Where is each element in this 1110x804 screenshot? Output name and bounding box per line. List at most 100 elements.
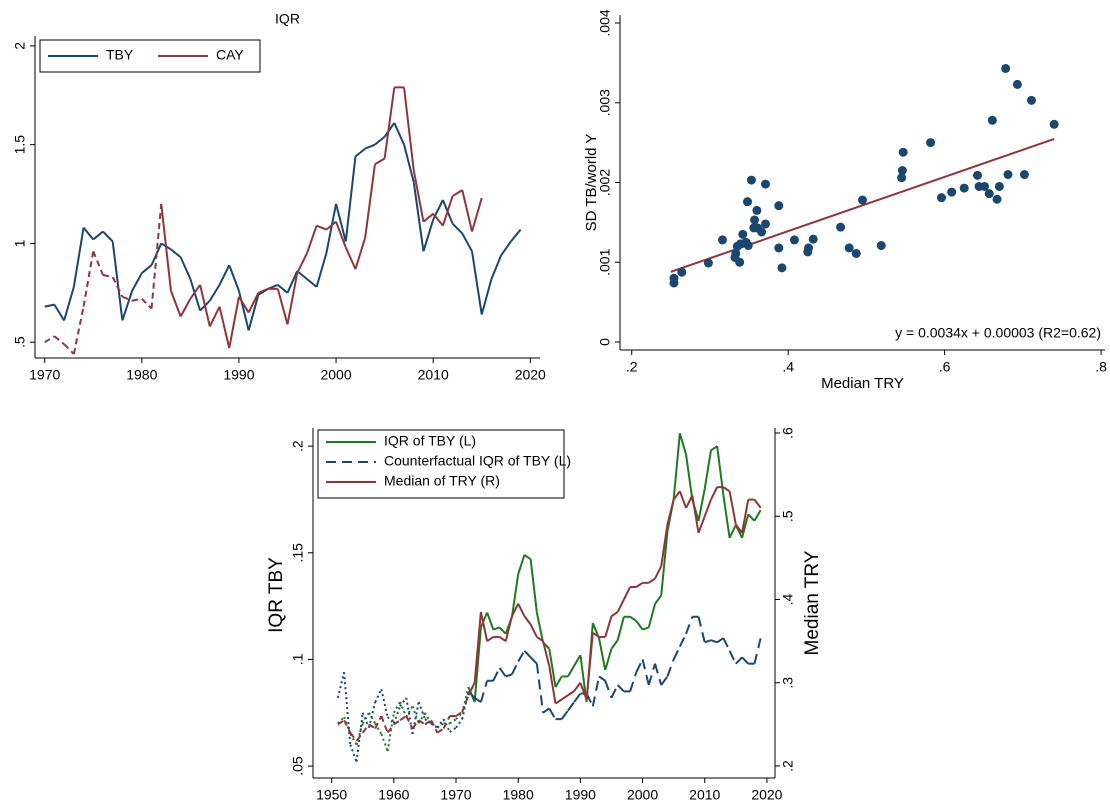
line-segment bbox=[529, 559, 538, 613]
line-segment bbox=[349, 733, 358, 746]
annotation: y = 0.0034x + 0.00003 (R2=0.62) bbox=[895, 325, 1101, 341]
line-segment bbox=[461, 694, 470, 713]
line-segment bbox=[678, 433, 688, 455]
line-segment bbox=[722, 486, 731, 493]
line-segment bbox=[598, 637, 607, 671]
line-segment bbox=[529, 624, 538, 638]
line-segment bbox=[336, 671, 346, 699]
line-segment bbox=[374, 722, 383, 735]
line-segment bbox=[72, 306, 85, 355]
legend-label: Median of TRY (R) bbox=[384, 473, 500, 489]
y-tick-label: 1 bbox=[12, 239, 28, 247]
line-segment bbox=[635, 582, 644, 588]
line-segment bbox=[629, 615, 637, 622]
scatter-point bbox=[926, 138, 936, 148]
line-segment bbox=[102, 274, 113, 278]
x-tick-label: 1990 bbox=[565, 787, 596, 803]
line-segment bbox=[361, 723, 370, 734]
scatter-point bbox=[703, 258, 713, 268]
line-segment bbox=[380, 715, 389, 734]
scatter-point bbox=[898, 147, 908, 157]
scatter-point bbox=[937, 193, 947, 203]
line-segment bbox=[208, 284, 221, 302]
line-segment bbox=[685, 494, 694, 509]
line-segment bbox=[405, 705, 414, 718]
scatter-point bbox=[992, 194, 1002, 204]
line-segment bbox=[554, 698, 563, 705]
scatter-point bbox=[984, 189, 994, 199]
line-segment bbox=[418, 719, 426, 726]
line-segment bbox=[150, 203, 163, 309]
line-segment bbox=[111, 241, 124, 321]
line-segment bbox=[511, 603, 520, 617]
line-segment bbox=[380, 733, 389, 752]
line-segment bbox=[349, 732, 358, 742]
line-segment bbox=[498, 626, 507, 635]
line-segment bbox=[654, 594, 663, 605]
line-segment bbox=[44, 303, 55, 308]
line-segment bbox=[160, 203, 172, 291]
x-tick-label: 1960 bbox=[378, 787, 409, 803]
line-segment bbox=[386, 712, 395, 752]
line-segment bbox=[383, 87, 396, 159]
line-segment bbox=[498, 667, 507, 678]
line-segment bbox=[610, 684, 619, 699]
line-segment bbox=[523, 615, 532, 626]
chart-title: IQR bbox=[275, 11, 300, 27]
line-segment bbox=[111, 276, 124, 298]
line-segment bbox=[697, 515, 706, 534]
scatter-point bbox=[735, 257, 745, 267]
line-segment bbox=[355, 712, 364, 762]
line-segment bbox=[455, 711, 463, 717]
y-tick-label: .001 bbox=[597, 248, 613, 275]
scatter-point bbox=[761, 179, 770, 189]
line-segment bbox=[747, 513, 756, 522]
scatter-point bbox=[972, 170, 982, 180]
scatter-point bbox=[752, 205, 762, 215]
line-segment bbox=[510, 573, 520, 617]
line-segment bbox=[579, 682, 588, 700]
line-segment bbox=[610, 611, 619, 617]
line-segment bbox=[63, 286, 75, 321]
y-tick-label: .1 bbox=[290, 653, 306, 665]
line-segment bbox=[238, 296, 250, 314]
line-segment bbox=[722, 637, 731, 652]
line-segment bbox=[480, 278, 493, 315]
scatter-point bbox=[750, 215, 760, 225]
line-segment bbox=[641, 659, 650, 686]
x-tick-label: 2010 bbox=[418, 367, 449, 383]
line-segment bbox=[479, 680, 489, 703]
line-segment bbox=[666, 659, 675, 677]
line-segment bbox=[697, 488, 706, 521]
line-segment bbox=[461, 189, 473, 232]
line-segment bbox=[741, 514, 750, 539]
y-tick-label: .004 bbox=[597, 9, 613, 36]
line-segment bbox=[189, 284, 201, 300]
line-segment bbox=[355, 732, 364, 742]
line-segment bbox=[517, 650, 526, 663]
line-segment bbox=[399, 701, 408, 718]
x-tick-label: 2000 bbox=[320, 367, 351, 383]
scatter-point bbox=[1003, 170, 1013, 180]
line-segment bbox=[473, 611, 482, 683]
line-segment bbox=[277, 284, 289, 294]
line-segment bbox=[704, 639, 712, 644]
line-segment bbox=[511, 661, 520, 675]
x-tick-label: 1980 bbox=[126, 367, 157, 383]
x-tick-label: 1990 bbox=[223, 367, 254, 383]
scatter-point bbox=[669, 278, 679, 288]
scatter-point bbox=[876, 241, 886, 251]
line-segment bbox=[604, 615, 613, 638]
line-segment bbox=[72, 227, 85, 288]
line-segment bbox=[442, 718, 451, 733]
line-segment bbox=[436, 718, 445, 729]
line-segment bbox=[228, 264, 240, 292]
line-segment bbox=[535, 612, 545, 643]
line-segment bbox=[374, 157, 386, 166]
line-segment bbox=[436, 727, 445, 734]
line-segment bbox=[354, 147, 366, 158]
x-axis-label: Median TRY bbox=[821, 375, 904, 392]
line-segment bbox=[648, 577, 656, 584]
line-segment bbox=[208, 306, 221, 327]
legend-label: CAY bbox=[216, 47, 244, 63]
